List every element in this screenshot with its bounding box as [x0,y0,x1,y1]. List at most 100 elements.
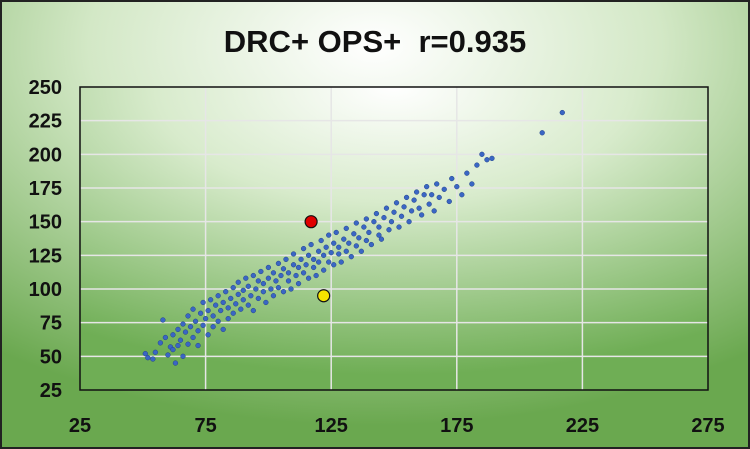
data-point [180,353,186,359]
data-point [250,272,256,279]
data-point [235,279,241,285]
data-point [378,236,385,242]
plot-area [80,87,708,390]
data-point [142,350,148,357]
data-point [275,285,282,291]
data-point [152,349,159,355]
data-point [401,204,407,210]
y-tick-label: 150 [29,212,62,234]
data-point [328,249,334,256]
data-point [157,340,164,346]
data-point [280,289,287,295]
data-point [305,275,312,281]
data-point [145,355,151,361]
plot-border [79,86,709,391]
data-point [363,237,370,244]
x-tick-label: 125 [315,415,348,437]
data-point [290,251,297,257]
data-point [318,237,324,244]
data-point [190,306,196,312]
data-point [197,310,204,316]
data-point [376,232,382,238]
data-point [268,286,274,292]
data-point [333,229,339,236]
data-point [559,109,565,116]
data-point [270,270,277,276]
data-point [310,264,317,271]
data-point [459,192,465,198]
data-point [336,251,342,257]
data-point [223,289,229,295]
data-point [381,214,387,221]
data-point [376,224,382,230]
data-point [253,286,259,292]
data-point [429,192,435,198]
data-point [310,256,317,263]
data-point [260,289,267,295]
data-point [185,313,191,319]
x-tick-label: 75 [194,415,216,437]
data-point [416,205,422,211]
data-point [150,356,156,362]
data-point [180,321,186,327]
data-point [431,208,437,214]
y-tick-label: 175 [29,178,62,200]
data-point [205,307,211,314]
data-point [441,186,447,192]
data-point [278,272,284,279]
data-point [341,236,347,242]
data-point [308,241,314,248]
data-point [177,337,184,343]
data-point [243,275,249,281]
data-point [205,332,211,338]
data-point [305,252,312,258]
data-point [212,302,219,308]
data-point [436,194,442,201]
data-point [343,225,349,232]
data-point [353,243,359,249]
data-point [170,346,176,353]
data-point [182,329,189,335]
data-point [235,291,241,298]
data-point [195,342,201,349]
data-point [393,200,400,206]
x-axis-ticks: 25 75 125 175 225 275 [69,415,725,437]
x-tick-label: 25 [69,415,91,437]
data-point [228,295,234,302]
chart-title: DRC+ OPS+ r=0.935 [224,24,526,59]
data-point [326,232,332,238]
data-point [386,227,392,233]
data-point [187,324,194,330]
data-point [215,318,221,324]
data-point [238,306,244,312]
data-point [454,184,460,190]
data-point [326,259,332,265]
x-tick-label: 275 [691,415,724,437]
data-point [260,280,267,287]
data-point [215,293,221,299]
data-point [418,212,425,218]
data-point [295,280,302,287]
data-point [200,322,206,329]
data-point [426,201,432,207]
data-point [396,224,402,230]
data-point [366,229,372,236]
data-point [449,175,455,182]
data-point [348,254,354,260]
y-axis-ticks: 25 50 75 100 125 150 175 200 225 250 [29,77,62,402]
data-point [265,264,272,271]
data-points [142,109,565,366]
data-point [368,241,375,248]
data-point [263,299,269,306]
data-point [283,256,289,263]
data-point [230,285,236,291]
data-point [220,326,226,333]
data-point [321,252,327,258]
data-point [258,268,264,275]
data-point [285,270,292,276]
data-point [358,248,364,254]
data-point [240,297,246,303]
data-point [336,244,342,250]
y-tick-label: 25 [40,380,62,402]
